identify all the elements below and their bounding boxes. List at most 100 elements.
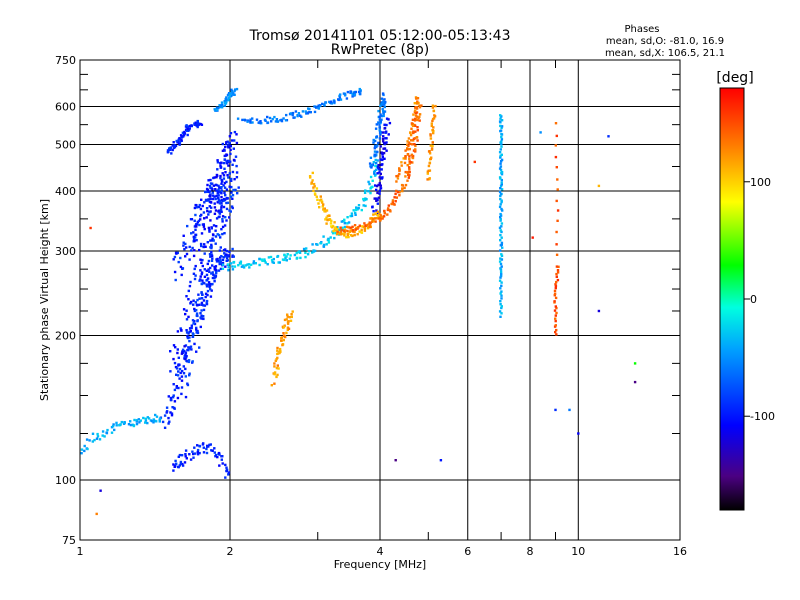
data-point <box>188 336 191 339</box>
data-point <box>233 265 237 268</box>
data-point <box>184 344 188 347</box>
data-point <box>236 117 240 120</box>
data-point <box>214 209 218 212</box>
data-point <box>189 300 193 304</box>
data-point <box>293 116 296 119</box>
data-point <box>364 204 367 208</box>
data-point <box>211 449 214 452</box>
data-point <box>362 225 365 228</box>
data-point <box>374 127 378 130</box>
data-point <box>373 153 376 156</box>
data-point <box>353 230 356 234</box>
y-tick-label: 600 <box>55 101 76 114</box>
data-point <box>209 288 212 291</box>
data-point <box>194 213 197 217</box>
data-point <box>173 400 177 403</box>
data-point <box>202 308 206 312</box>
data-point <box>194 228 197 231</box>
data-point <box>431 141 434 144</box>
data-point <box>171 148 174 152</box>
data-point <box>378 182 381 185</box>
data-point <box>202 442 205 445</box>
data-point <box>216 159 219 162</box>
data-point <box>205 299 209 303</box>
data-point <box>286 315 289 318</box>
data-point <box>227 269 230 272</box>
data-point <box>499 197 502 201</box>
data-point <box>501 209 504 212</box>
data-point <box>231 206 234 210</box>
data-point <box>359 90 362 93</box>
data-point <box>192 303 195 306</box>
data-point <box>230 139 234 142</box>
data-point <box>193 307 196 311</box>
data-point <box>254 262 257 265</box>
data-point <box>93 438 96 442</box>
data-point <box>499 154 502 157</box>
data-point <box>194 203 197 207</box>
data-point <box>203 252 206 255</box>
data-point <box>223 104 226 107</box>
data-point <box>293 253 297 257</box>
data-point <box>499 233 502 237</box>
data-point <box>554 296 558 300</box>
data-point <box>500 284 503 287</box>
data-point <box>171 406 174 409</box>
data-point <box>179 462 182 465</box>
data-point <box>214 229 217 232</box>
data-point <box>383 141 386 145</box>
data-point <box>500 145 503 148</box>
data-point <box>328 100 331 104</box>
data-point <box>203 243 206 246</box>
data-point <box>375 209 378 212</box>
data-point <box>499 249 502 252</box>
data-point <box>555 166 558 169</box>
data-point <box>381 107 384 111</box>
data-point <box>211 276 215 280</box>
data-point <box>222 248 226 252</box>
data-point <box>225 162 229 165</box>
data-point <box>283 253 286 257</box>
data-point <box>326 214 329 218</box>
data-point <box>215 258 218 261</box>
data-point <box>192 237 196 240</box>
data-point <box>499 274 503 278</box>
data-point <box>385 123 388 127</box>
data-point <box>349 214 352 218</box>
data-point <box>219 246 222 249</box>
data-point <box>347 226 350 229</box>
data-point <box>208 210 211 214</box>
data-point <box>83 449 86 453</box>
data-point <box>229 195 233 198</box>
data-point <box>183 247 186 251</box>
data-point <box>80 452 83 455</box>
data-point <box>216 201 219 204</box>
data-point <box>221 232 224 236</box>
data-point <box>216 233 219 236</box>
data-point <box>351 95 354 98</box>
data-point <box>311 251 314 254</box>
data-point <box>414 109 417 112</box>
data-point <box>199 316 202 319</box>
data-point <box>204 198 208 202</box>
data-point <box>268 116 272 120</box>
data-point <box>375 197 378 200</box>
data-point <box>180 379 184 382</box>
data-point <box>202 245 205 249</box>
data-point <box>188 330 191 334</box>
data-point <box>304 110 307 113</box>
data-point <box>556 188 559 191</box>
data-point <box>291 113 294 117</box>
data-point <box>191 335 195 338</box>
colorbar-unit: [deg] <box>716 70 753 86</box>
data-point <box>183 130 186 134</box>
data-point <box>378 115 381 118</box>
data-point <box>383 127 386 130</box>
data-point <box>282 334 286 338</box>
data-point <box>202 315 205 318</box>
data-point <box>235 133 238 136</box>
data-point <box>98 438 102 441</box>
data-point <box>198 248 201 252</box>
data-point <box>221 258 225 262</box>
data-point <box>113 428 116 432</box>
